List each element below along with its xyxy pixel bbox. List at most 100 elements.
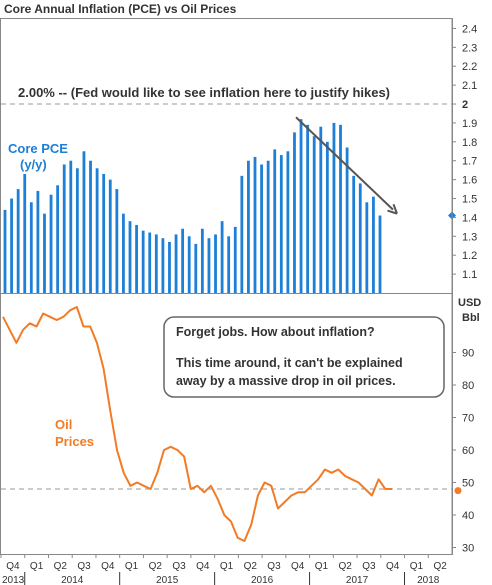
x-quarter-label: Q2 — [244, 561, 258, 572]
x-quarter-label: Q1 — [30, 561, 44, 572]
pce-bar — [29, 202, 33, 293]
pce-bar — [3, 209, 7, 293]
pce-bar — [325, 141, 329, 293]
x-year-label: 2015 — [156, 575, 179, 585]
x-quarter-label: Q3 — [267, 561, 281, 572]
x-quarter-label: Q2 — [339, 561, 353, 572]
pce-bar — [174, 234, 178, 293]
pce-bar — [141, 230, 145, 293]
pce-bar — [233, 226, 237, 293]
fed-target-label: 2.00% -- (Fed would like to see inflatio… — [18, 85, 390, 100]
pce-tick-label: 2 — [462, 99, 468, 111]
x-quarter-label: Q4 — [196, 561, 210, 572]
oil-tick-label: 80 — [462, 380, 474, 392]
pce-y-axis: 1.1 1.2 1.3 1.4 1.5 1.6 1.7 1.8 1.9 2 2.1 2.2 2.3 2.4 — [1, 19, 477, 293]
pce-bar — [115, 189, 119, 293]
pce-bar — [220, 221, 224, 293]
pce-bar — [108, 179, 112, 293]
pce-bar — [339, 124, 342, 294]
pce-bar — [207, 238, 211, 293]
oil-current-marker — [454, 487, 462, 495]
pce-bar — [102, 173, 106, 293]
pce-bar — [358, 183, 362, 293]
pce-bar — [82, 151, 86, 293]
pce-series-label: Core PCE — [8, 141, 68, 156]
pce-bar — [75, 168, 79, 293]
callout-line-1: Forget jobs. How about inflation? — [176, 325, 375, 339]
pce-bar — [279, 155, 283, 293]
x-quarter-label: Q4 — [386, 561, 400, 572]
pce-bar — [306, 124, 310, 294]
oil-y-axis: 30 40 50 60 70 80 90 — [1, 294, 474, 555]
pce-bar — [312, 136, 316, 293]
pce-bar — [253, 156, 257, 293]
pce-bar — [168, 241, 171, 293]
pce-bar — [372, 196, 375, 293]
pce-bars — [3, 116, 456, 294]
oil-price-line — [2, 306, 392, 542]
oil-tick-label: 30 — [462, 543, 474, 555]
pce-bar — [332, 122, 336, 294]
x-year-label: 2016 — [251, 575, 274, 585]
pce-bar — [200, 228, 204, 293]
pce-bar — [299, 119, 303, 293]
pce-bar — [122, 213, 125, 293]
oil-series-label: Oil — [55, 417, 72, 432]
pce-tick-label: 1.3 — [462, 231, 477, 243]
pce-tick-label: 1.5 — [462, 194, 477, 206]
pce-tick-label: 1.9 — [462, 118, 477, 130]
pce-bar — [56, 185, 60, 293]
pce-bar — [69, 160, 73, 293]
x-quarter-label: Q1 — [315, 561, 329, 572]
pce-bar — [227, 236, 231, 293]
pce-bar — [194, 243, 198, 293]
pce-tick-label: 1.4 — [462, 212, 477, 224]
pce-bar — [365, 202, 369, 293]
oil-series-label-2: Prices — [55, 434, 94, 449]
pce-bar — [49, 194, 53, 293]
x-quarter-label: Q4 — [6, 561, 20, 572]
top-panel-frame — [0, 18, 453, 294]
pce-bar — [128, 221, 132, 293]
x-quarter-label: Q3 — [362, 561, 376, 572]
pce-bar — [161, 238, 165, 293]
pce-tick-label: 1.6 — [462, 175, 477, 187]
oil-line-group — [2, 306, 462, 542]
pce-bar — [260, 164, 263, 293]
x-quarter-label: Q1 — [410, 561, 424, 572]
pce-bar — [240, 175, 244, 293]
pce-bar — [266, 160, 270, 293]
pce-bar — [319, 126, 323, 293]
pce-bar — [89, 160, 92, 293]
x-axis: Q4 Q1 Q2 Q3 Q4 Q1 Q2 Q3 Q4 Q1 Q2 Q3 Q4 Q1 Q2 Q3 Q4 Q1 Q2 20… — [0, 554, 447, 585]
pce-tick-label: 2.3 — [462, 42, 477, 54]
trend-arrow-shaft — [295, 116, 394, 211]
pce-series-label-unit: (y/y) — [20, 157, 47, 172]
pce-bar — [286, 151, 290, 293]
pce-bar — [181, 228, 185, 293]
oil-tick-label: 40 — [462, 510, 474, 522]
pce-bar — [293, 132, 296, 293]
x-year-label: 2014 — [61, 575, 84, 585]
pce-tick-label: 2.1 — [462, 80, 477, 92]
x-quarter-label: Q1 — [125, 561, 139, 572]
x-quarter-label: Q2 — [433, 561, 447, 572]
oil-tick-label: 50 — [462, 478, 474, 490]
pce-bar — [62, 164, 66, 293]
trend-arrow-head — [387, 203, 398, 215]
pce-bar — [352, 175, 356, 293]
pce-bar — [43, 213, 46, 293]
pce-tick-label: 1.8 — [462, 137, 477, 149]
pce-bar — [16, 189, 20, 293]
pce-bar — [135, 224, 138, 293]
pce-bar — [214, 234, 217, 293]
pce-bar — [148, 232, 152, 293]
callout-line-2: This time around, it can't be explained — [176, 356, 403, 370]
x-year-label: 2018 — [417, 575, 440, 585]
oil-tick-label: 60 — [462, 445, 474, 457]
pce-bar — [345, 147, 349, 293]
oil-tick-label: 70 — [462, 413, 474, 425]
chart-title: Core Annual Inflation (PCE) vs Oil Price… — [4, 2, 237, 16]
